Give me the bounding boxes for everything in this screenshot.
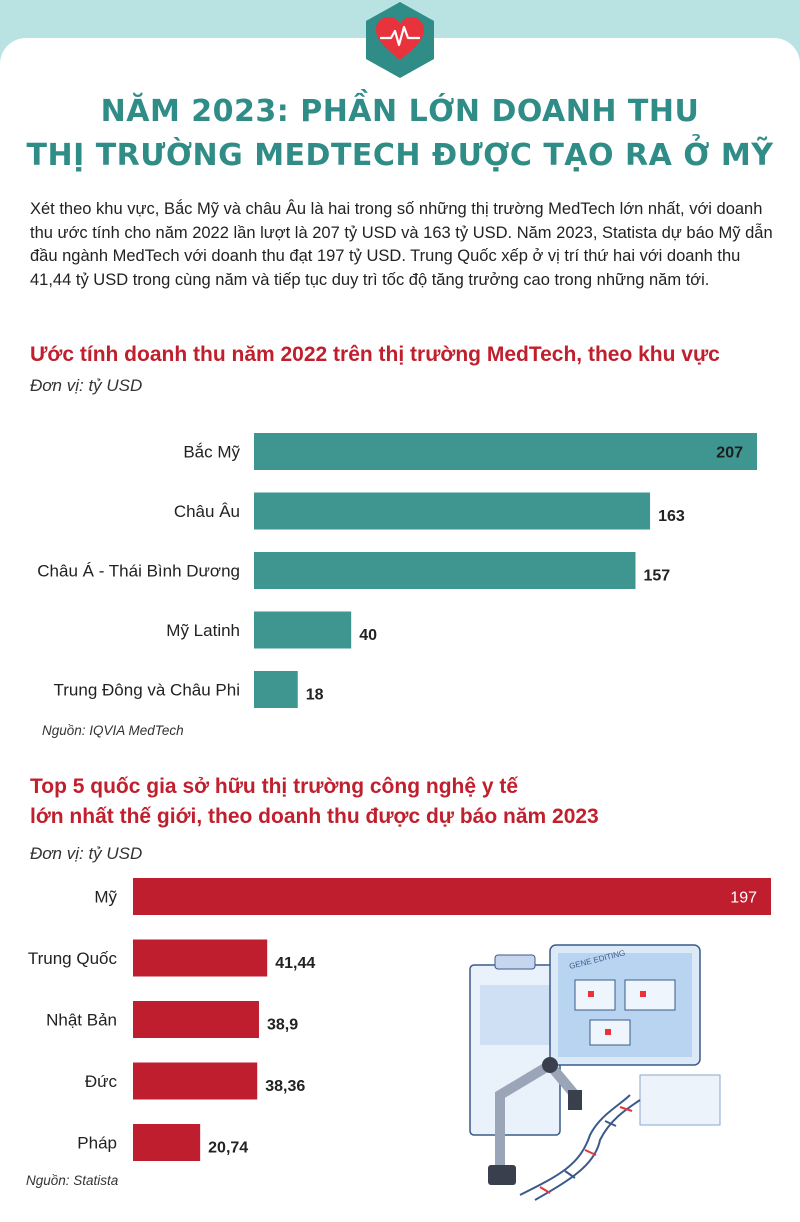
category-label: Pháp <box>77 1134 117 1153</box>
bar-2-0 <box>133 878 771 915</box>
category-label: Trung Quốc <box>28 949 118 968</box>
page-title: NĂM 2023: PHẦN LỚN DOANH THU THỊ TRƯỜNG … <box>0 90 800 178</box>
bar-2-4 <box>133 1124 201 1161</box>
gene-editing-robot-icon: GENE EDITING <box>469 944 721 1201</box>
category-label: Nhật Bản <box>46 1011 117 1030</box>
chart2-unit: Đơn vị: tỷ USD <box>30 844 143 863</box>
chart2-source: Nguồn: Statista <box>26 1173 119 1188</box>
bar-1-3 <box>254 611 352 649</box>
chart-country-revenue: Mỹ 197 Trung Quốc 41,44 Nhật Bản 38,9 Đức 38,36… <box>28 878 771 1161</box>
bar-2-2 <box>133 1001 259 1038</box>
category-label: Trung Đông và Châu Phi <box>54 681 240 700</box>
value-label: 18 <box>306 687 324 704</box>
chart2-title-line-1: Top 5 quốc gia sở hữu thị trường công ng… <box>30 775 519 798</box>
heart-pulse-icon <box>366 2 434 78</box>
value-label: 157 <box>644 568 671 585</box>
bar-2-1 <box>133 939 268 977</box>
chart-region-revenue: Bắc Mỹ 207 Châu Âu 163 Châu Á - Thái Bình Dư… <box>37 433 757 708</box>
value-label: 163 <box>658 508 685 525</box>
chart1-source: Nguồn: IQVIA MedTech <box>42 723 184 738</box>
bar-1-4 <box>254 671 298 708</box>
title-line-1: NĂM 2023: PHẦN LỚN DOANH THU <box>100 94 700 129</box>
chart1-title: Ước tính doanh thu năm 2022 trên thị trư… <box>30 343 720 366</box>
chart2-title: Top 5 quốc gia sở hữu thị trường công ng… <box>30 772 599 832</box>
bar-1-1 <box>254 492 651 530</box>
category-label: Châu Á - Thái Bình Dương <box>37 562 240 581</box>
value-label: 20,74 <box>208 1140 248 1157</box>
bar-1-2 <box>254 552 636 589</box>
title-line-2: THỊ TRƯỜNG MEDTECH ĐƯỢC TẠO RA Ở MỸ <box>26 138 774 173</box>
value-label: 197 <box>730 890 757 907</box>
category-label: Mỹ <box>94 888 117 907</box>
value-label: 207 <box>716 445 743 462</box>
intro-paragraph: Xét theo khu vực, Bắc Mỹ và châu Âu là h… <box>30 200 773 289</box>
bar-1-0 <box>254 433 757 470</box>
category-label: Đức <box>85 1072 118 1091</box>
category-label: Bắc Mỹ <box>183 443 240 462</box>
chart2-title-line-2: lớn nhất thế giới, theo doanh thu được d… <box>30 805 599 828</box>
value-label: 38,36 <box>265 1078 305 1095</box>
bar-2-3 <box>133 1062 258 1100</box>
value-label: 40 <box>359 627 377 644</box>
value-label: 38,9 <box>267 1017 298 1034</box>
chart1-unit: Đơn vị: tỷ USD <box>30 376 143 395</box>
category-label: Châu Âu <box>174 502 240 521</box>
category-label: Mỹ Latinh <box>166 621 240 640</box>
value-label: 41,44 <box>275 955 315 972</box>
